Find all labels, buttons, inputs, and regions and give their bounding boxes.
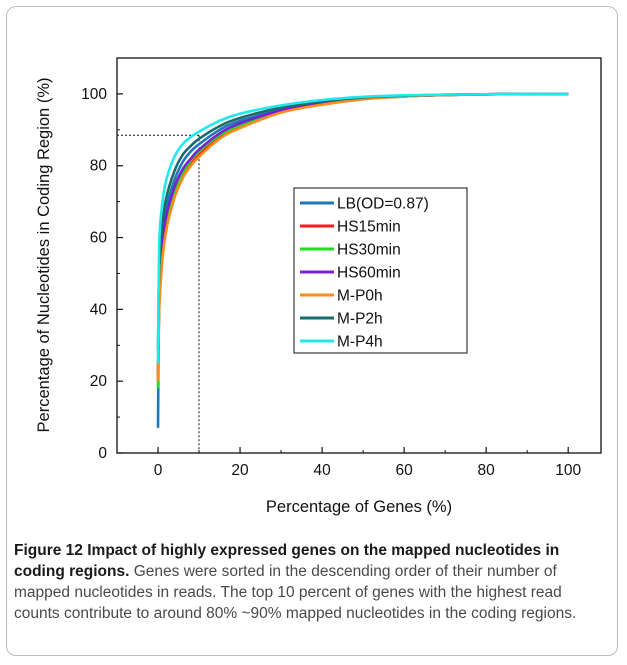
x-axis-title: Percentage of Genes (%) bbox=[266, 498, 452, 516]
x-axis: 0 20 40 60 80 100 bbox=[116, 447, 581, 479]
y-axis: 0 20 40 60 80 100 bbox=[81, 57, 123, 462]
x-tick-label: 0 bbox=[154, 462, 163, 479]
y-tick-label: 0 bbox=[98, 445, 107, 462]
legend-label: HS30min bbox=[337, 242, 401, 259]
figure-label: Figure 12 bbox=[14, 542, 83, 559]
y-tick-label: 80 bbox=[90, 158, 108, 175]
legend-label: HS60min bbox=[337, 265, 401, 282]
y-axis-title: Percentage of Nucleotides in Coding Regi… bbox=[35, 78, 53, 433]
x-tick-label: 40 bbox=[313, 462, 331, 479]
chart: 0 20 40 60 80 100 0 20 40 60 80 100 Percentage of … bbox=[35, 57, 602, 516]
legend-label: M-P0h bbox=[337, 288, 383, 305]
legend: LB(OD=0.87) HS15min HS30min HS60min M-P0h M-P… bbox=[293, 187, 468, 354]
series-line-6 bbox=[156, 92, 569, 364]
legend-label: M-P4h bbox=[337, 334, 383, 351]
caption-body: Genes were sorted in the descending orde… bbox=[14, 563, 577, 622]
y-tick-label: 20 bbox=[90, 373, 108, 390]
legend-label: M-P2h bbox=[337, 311, 383, 328]
y-tick-label: 40 bbox=[90, 301, 108, 318]
x-tick-label: 60 bbox=[395, 462, 413, 479]
legend-label: LB(OD=0.87) bbox=[337, 196, 429, 213]
y-tick-label: 60 bbox=[90, 230, 108, 247]
x-tick-label: 80 bbox=[478, 462, 496, 479]
y-tick-label: 100 bbox=[81, 86, 107, 103]
figure-caption: Figure 12 Impact of highly expressed gen… bbox=[14, 540, 610, 624]
x-tick-label: 20 bbox=[231, 462, 249, 479]
plot-area bbox=[116, 57, 602, 454]
series-lines bbox=[156, 92, 569, 428]
reference-lines bbox=[117, 134, 200, 453]
figure-title: Impact of highly expressed genes on the … bbox=[14, 542, 560, 580]
x-tick-label: 100 bbox=[555, 462, 581, 479]
legend-label: HS15min bbox=[337, 219, 401, 236]
